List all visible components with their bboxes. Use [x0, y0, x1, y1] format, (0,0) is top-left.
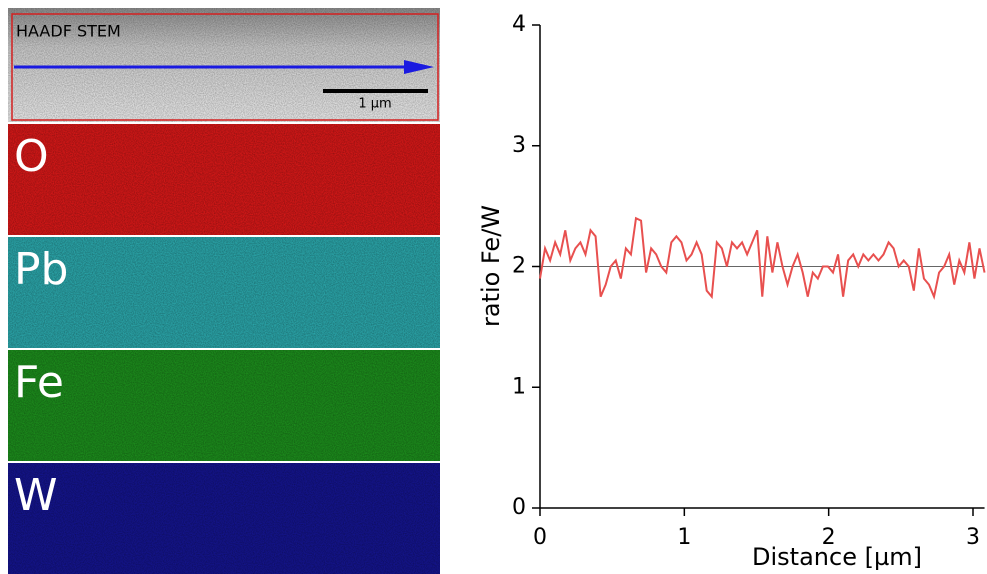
map-label: Pb	[14, 244, 68, 295]
map-noise	[8, 237, 440, 348]
element-maps: 1 µm HAADF STEM O Pb Fe W	[8, 8, 440, 574]
y-tick-label: 3	[512, 133, 526, 158]
haadf-label: HAADF STEM	[16, 22, 121, 41]
map-label: W	[14, 470, 58, 521]
y-tick-label: 2	[512, 254, 526, 279]
x-tick-label: 2	[822, 525, 836, 550]
map-noise	[8, 350, 440, 461]
scan-arrow	[404, 60, 434, 74]
x-tick-label: 3	[966, 525, 980, 550]
y-tick-label: 4	[512, 12, 526, 37]
map-label: O	[14, 131, 49, 182]
image-noise	[8, 8, 440, 122]
x-tick-label: 1	[677, 525, 691, 550]
x-axis-label: Distance [µm]	[752, 543, 922, 571]
x-tick-label: 0	[533, 525, 547, 550]
y-axis-label: ratio Fe/W	[477, 205, 505, 327]
y-tick-label: 1	[512, 374, 526, 399]
roi-box	[11, 13, 439, 121]
map-label: Fe	[14, 357, 64, 408]
data-line	[539, 216, 986, 301]
map-noise	[8, 463, 440, 574]
scale-label: 1 µm	[358, 97, 391, 112]
y-tick-label: 0	[512, 495, 526, 520]
map-noise	[8, 124, 440, 235]
